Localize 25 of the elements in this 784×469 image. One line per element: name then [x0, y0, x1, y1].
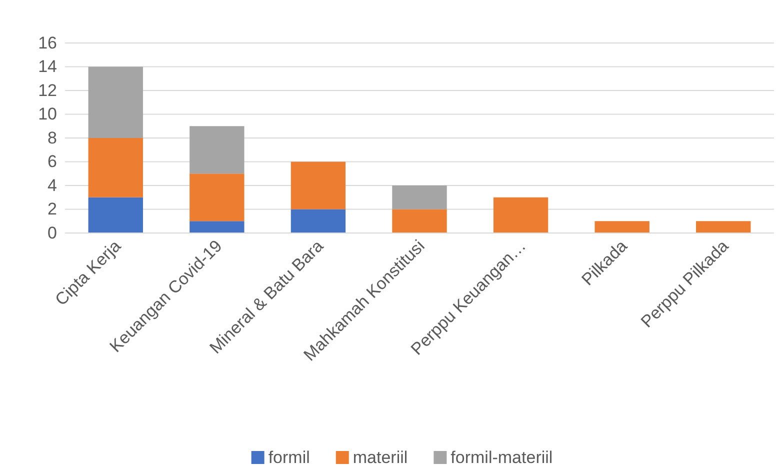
- bar: [290, 162, 346, 210]
- bar: [88, 66, 143, 138]
- bar: [88, 138, 143, 198]
- legend-label: materiil: [352, 448, 408, 467]
- y-tick-label: 6: [48, 152, 57, 172]
- bar: [190, 174, 244, 222]
- bar: [190, 221, 244, 233]
- y-tick-label: 8: [48, 128, 57, 148]
- y-tick-label: 16: [38, 33, 57, 52]
- bar: [290, 209, 346, 233]
- bar: [190, 126, 244, 174]
- y-tick-label: 12: [38, 80, 57, 100]
- legend-label: formil: [268, 448, 310, 467]
- bar: [594, 221, 650, 233]
- bar: [392, 186, 447, 210]
- y-tick-label: 4: [48, 176, 57, 195]
- y-tick-label: 14: [38, 57, 57, 76]
- y-tick-label: 10: [38, 104, 57, 124]
- y-tick-label: 2: [48, 200, 57, 219]
- y-tick-label: 0: [48, 223, 57, 242]
- bar: [392, 209, 447, 233]
- bar: [493, 197, 548, 233]
- bar: [696, 221, 751, 233]
- bar: [88, 197, 143, 233]
- legend-label: formil-materiil: [450, 448, 553, 467]
